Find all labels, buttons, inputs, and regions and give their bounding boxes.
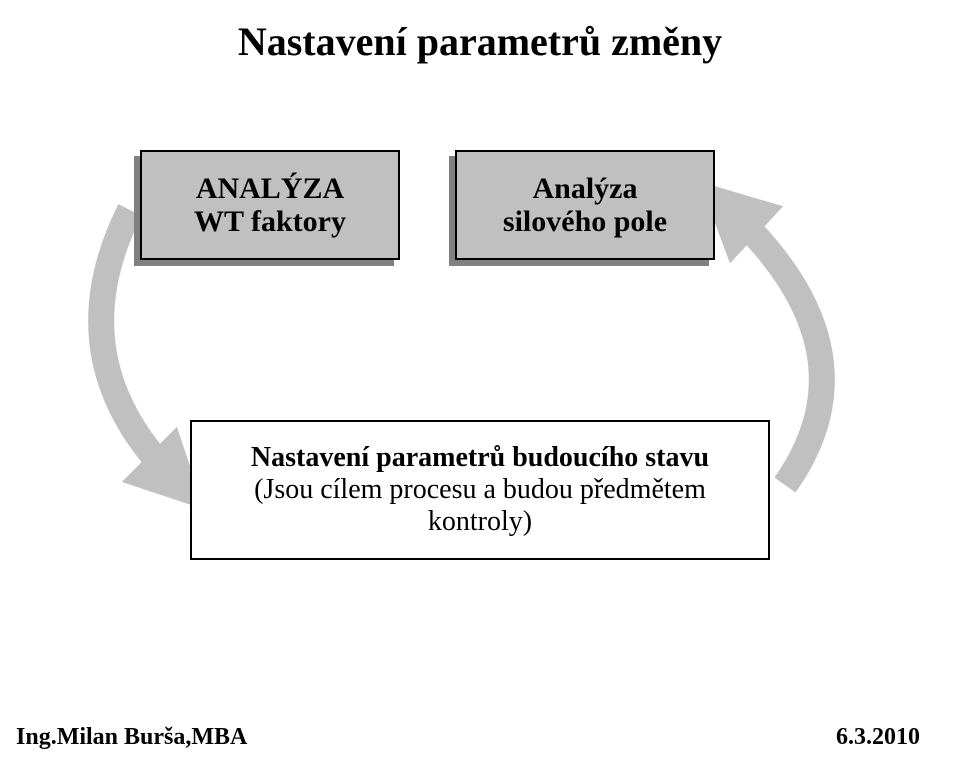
arrow-right: [0, 0, 960, 767]
box-analyza-line1: ANALÝZA: [194, 172, 346, 205]
footer-date: 6.3.2010: [836, 724, 920, 751]
box-analyza-line2: WT faktory: [194, 205, 346, 238]
box-nastaveni: Nastavení parametrů budoucího stavu (Jso…: [190, 420, 770, 560]
box-analyza: ANALÝZA WT faktory: [140, 150, 400, 260]
box-nastaveni-line2: (Jsou cílem procesu a budou předmětem ko…: [212, 474, 748, 538]
box-silove: Analýza silového pole: [455, 150, 715, 260]
box-silove-line2: silového pole: [503, 205, 667, 238]
box-nastaveni-line1: Nastavení parametrů budoucího stavu: [251, 442, 709, 474]
box-silove-line1: Analýza: [503, 172, 667, 205]
footer-author: Ing.Milan Burša,MBA: [16, 724, 247, 751]
